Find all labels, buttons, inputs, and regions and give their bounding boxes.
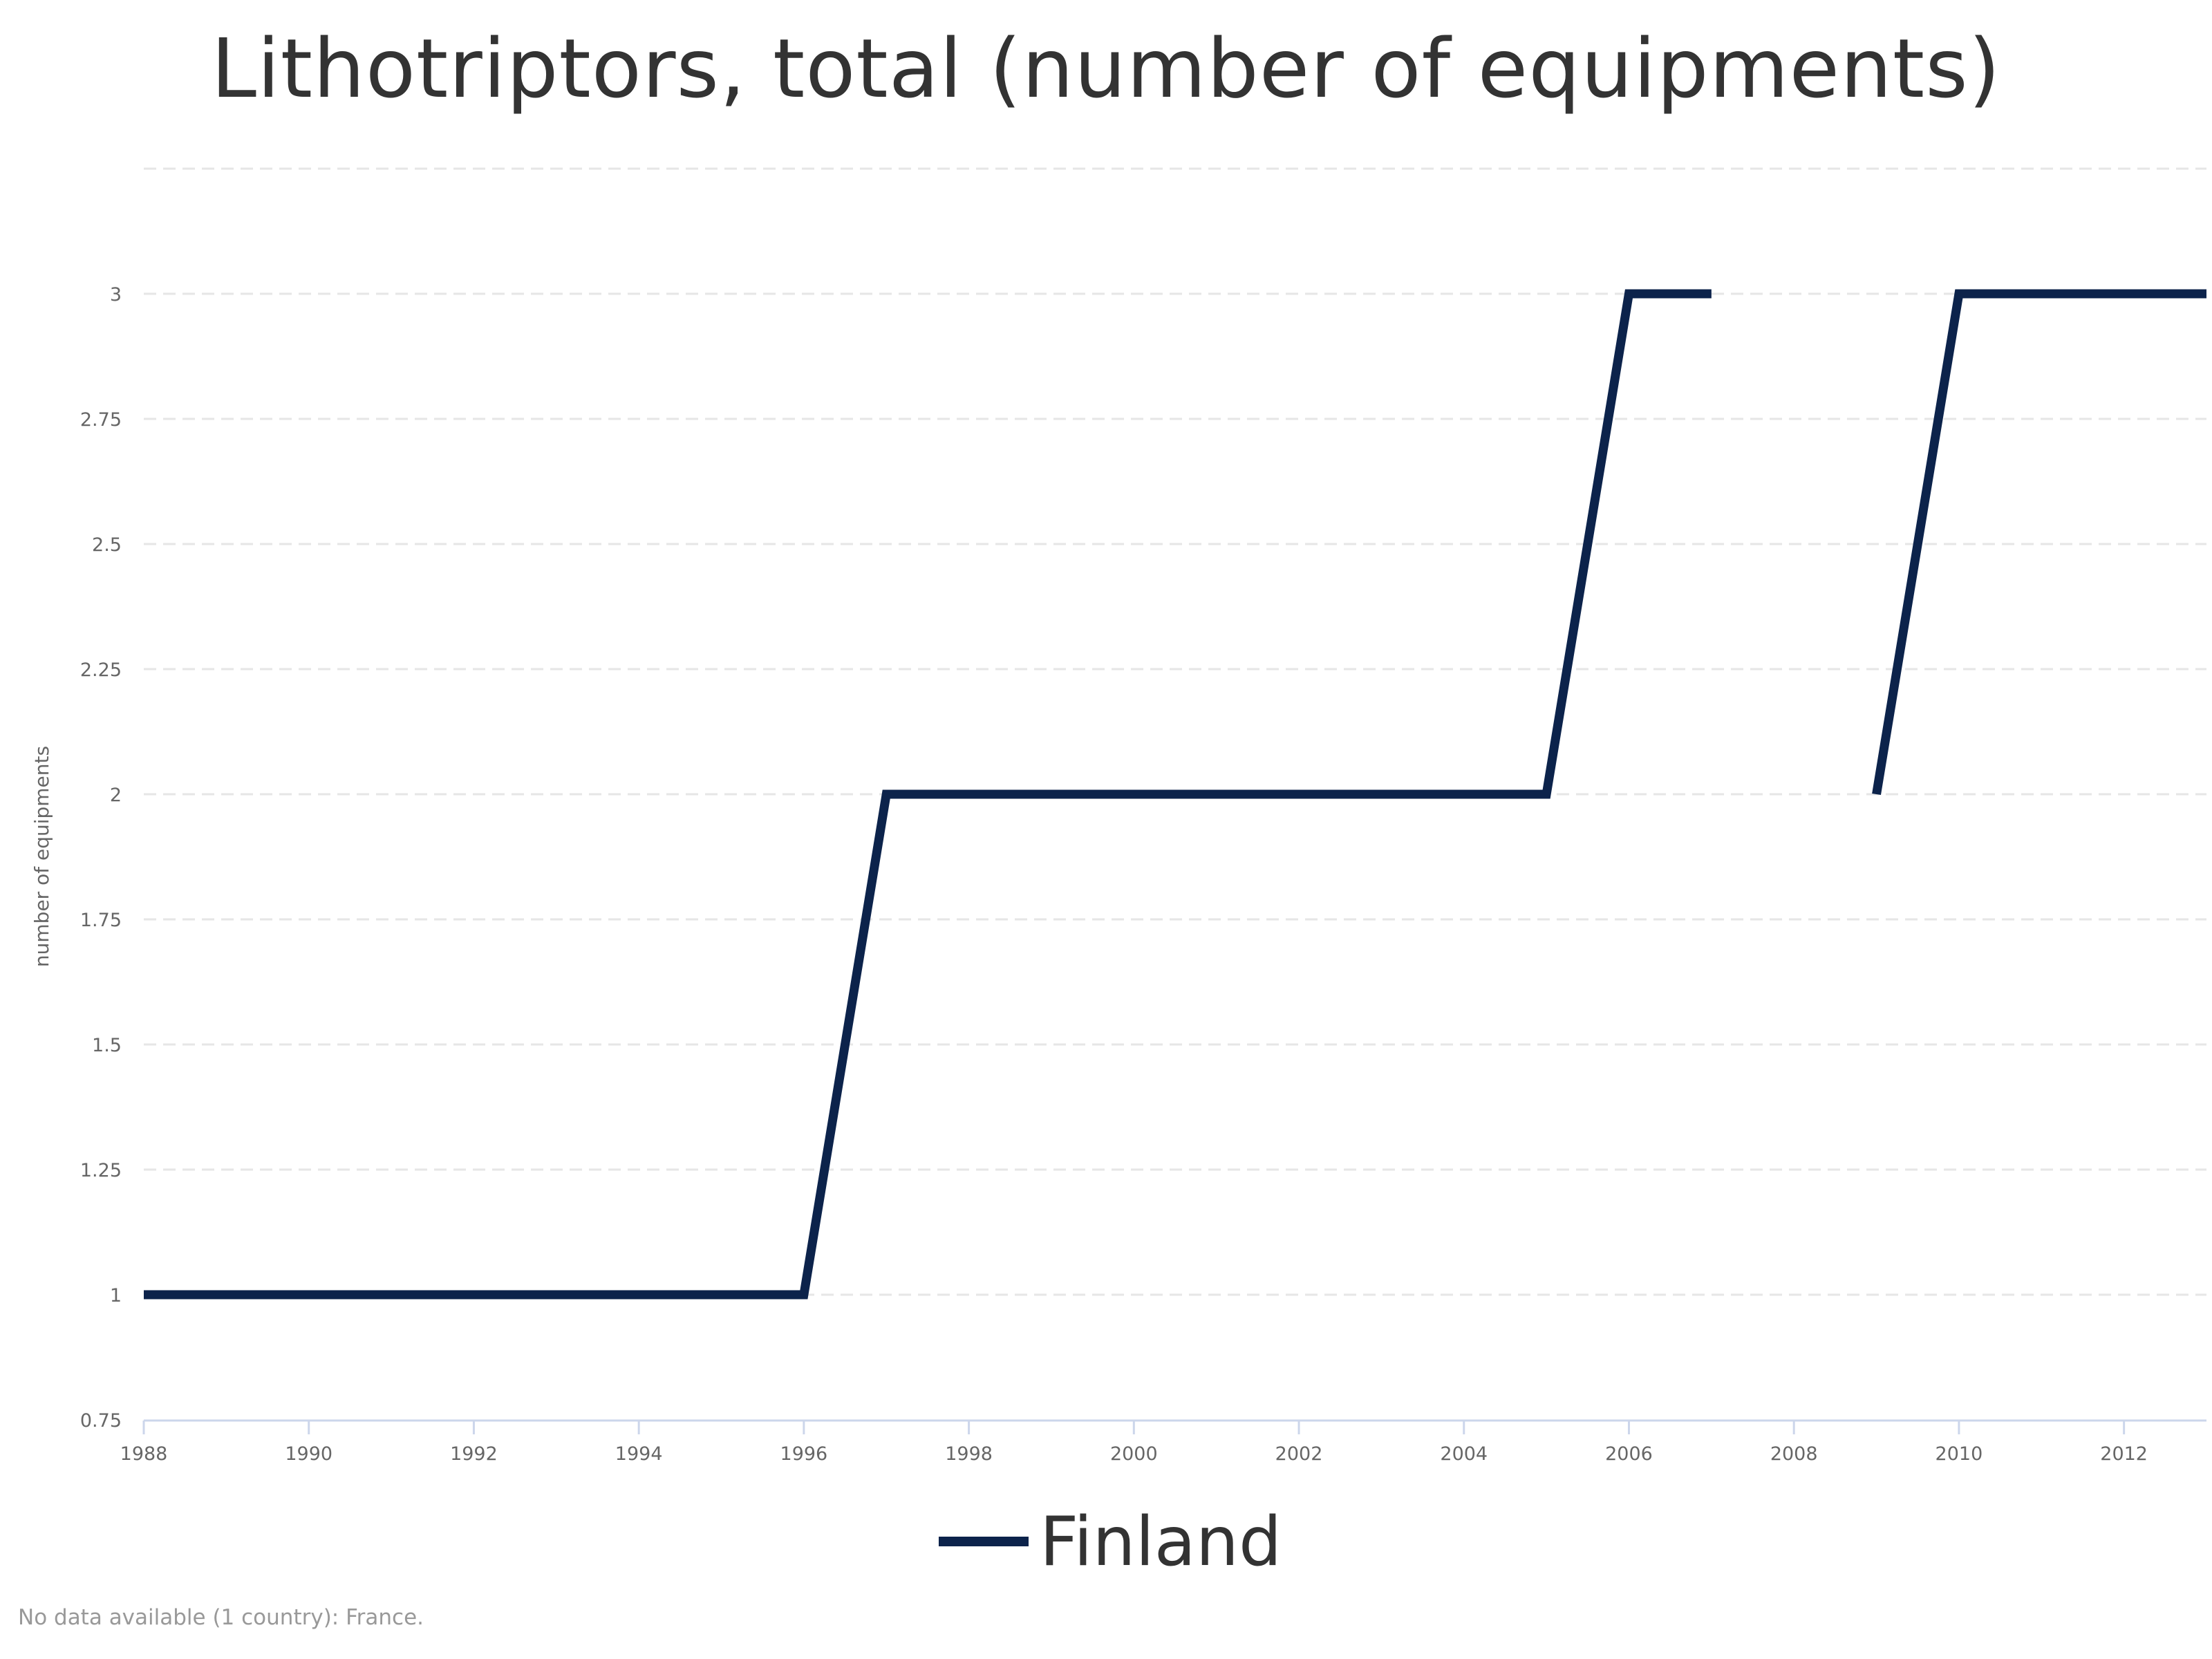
y-tick-label: 2: [110, 785, 122, 806]
x-tick-label: 2006: [1605, 1443, 1653, 1465]
legend[interactable]: Finland: [939, 1503, 1282, 1582]
y-axis-ticks: 0.75 1 1.25 1.5 1.75 2 2.25 2.5 2.75 3: [80, 284, 122, 1432]
x-tick-label: 1988: [120, 1443, 168, 1465]
y-axis-title: number of equipments: [30, 746, 53, 967]
y-tick-label: 2.75: [80, 409, 122, 431]
x-tick-label: 2000: [1110, 1443, 1158, 1465]
gridlines: [144, 167, 2206, 1296]
y-tick-label: 1.75: [80, 910, 122, 931]
x-tick-label: 1990: [285, 1443, 332, 1465]
series-line-finland[interactable]: [144, 289, 1712, 1300]
footnote: No data available (1 country): France.: [18, 1605, 424, 1630]
series-lines: [144, 289, 2206, 1300]
y-tick-label: 1.25: [80, 1160, 122, 1181]
y-tick-label: 1: [110, 1285, 122, 1306]
x-tick-label: 2010: [1936, 1443, 1983, 1465]
series-line-finland[interactable]: [1872, 289, 2206, 796]
legend-label-finland: Finland: [1040, 1503, 1282, 1582]
y-tick-label: 1.5: [92, 1035, 122, 1056]
x-axis-ticks: 1988 1990 1992 1994 1996 1998 2000 2002 2004 2006…: [120, 1421, 2148, 1465]
chart-title: Lithotriptors, total (number of equipmen…: [211, 21, 2001, 116]
y-tick-label: 2.25: [80, 659, 122, 681]
y-tick-label: 0.75: [80, 1410, 122, 1432]
x-tick-label: 1994: [615, 1443, 663, 1465]
x-tick-label: 2008: [1770, 1443, 1818, 1465]
x-tick-label: 2002: [1275, 1443, 1323, 1465]
x-tick-label: 1996: [780, 1443, 828, 1465]
x-tick-label: 1992: [450, 1443, 498, 1465]
x-tick-label: 2012: [2100, 1443, 2148, 1465]
y-tick-label: 2.5: [92, 534, 122, 556]
x-tick-label: 2004: [1440, 1443, 1488, 1465]
y-tick-label: 3: [110, 284, 122, 306]
x-tick-label: 1998: [945, 1443, 993, 1465]
